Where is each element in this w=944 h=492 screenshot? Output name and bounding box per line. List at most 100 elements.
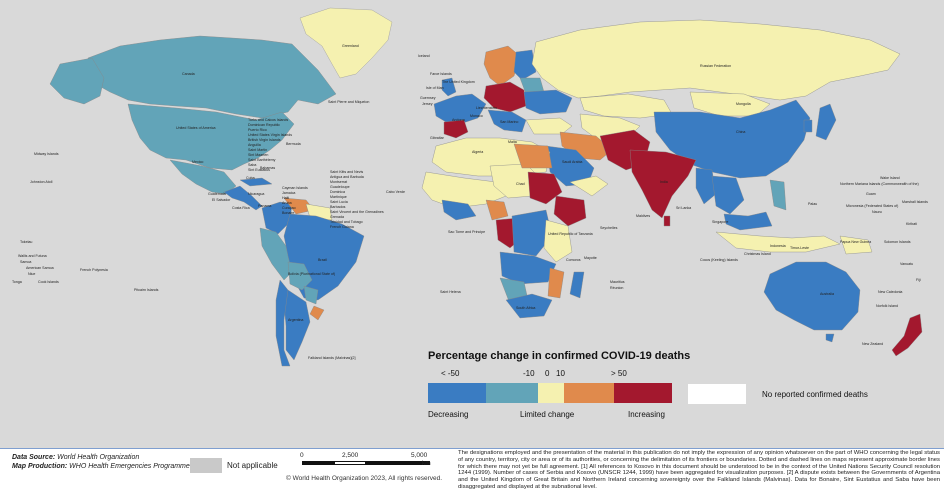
region-nigeria	[485, 199, 509, 221]
label-nicaragua: Nicaragua	[248, 192, 265, 196]
label-bolivia: Bolivia (Plurinational State of)	[288, 272, 336, 276]
scale-segment-1	[302, 461, 334, 465]
scale-tick-5000: 5,000	[411, 452, 428, 459]
label-caribbean2-9: Grenada	[330, 215, 344, 219]
label-palau: Palau	[808, 202, 818, 206]
label-seychelles: Seychelles	[600, 226, 618, 230]
region-sri-lanka	[663, 215, 671, 227]
label-cabo-verde: Cabo Verde	[386, 190, 405, 194]
label-panama: Panama	[258, 204, 272, 208]
data-source-label: Data Source:	[12, 454, 56, 461]
region-angola-zambia	[499, 251, 557, 285]
legend-tick-neg10: -10	[523, 369, 535, 378]
label-mexico: Mexico	[192, 160, 204, 164]
label-christmas: Christmas Island	[744, 252, 771, 256]
label-andorra: Andorra	[452, 118, 465, 122]
label-caribbean2-0: Saint Kitts and Nevis	[330, 170, 364, 174]
region-guinea-gulf	[441, 199, 477, 221]
label-saudi-arabia: Saudi Arabia	[562, 160, 583, 164]
label-algeria: Algeria	[472, 150, 484, 154]
legend-swatch-decreasing-strong	[428, 383, 486, 403]
region-finland	[513, 49, 537, 81]
label-new-caledonia: New Caledonia	[878, 290, 903, 294]
label-cook-islands: Cook Islands	[38, 280, 59, 284]
label-guernsey: Guernsey	[420, 96, 436, 100]
label-south-africa: South Africa	[516, 306, 536, 310]
region-india	[629, 149, 697, 219]
label-caribbean-6: Saint Martin	[248, 148, 268, 152]
label-kiribati: Kiribati	[906, 222, 917, 226]
label-caribbean3-0: Cayman Islands	[282, 186, 308, 190]
label-pitcairn: Pitcairn Islands	[134, 288, 159, 292]
region-russia	[531, 19, 901, 101]
scale-bar: 0 2,500 5,000 km	[300, 452, 440, 482]
region-australia	[763, 261, 861, 331]
label-india: India	[660, 180, 668, 184]
label-indonesia: Indonesia	[770, 244, 786, 248]
label-group-caribbean-east: Saint Kitts and Nevis Antigua and Barbud…	[330, 170, 384, 230]
not-applicable-swatch	[190, 458, 222, 473]
scale-tick-2500: 2,500	[342, 452, 359, 459]
legend-swatch-no-data	[688, 384, 746, 404]
label-midway: Midway Islands	[34, 152, 59, 156]
region-bolivia	[287, 261, 313, 291]
label-group-caribbean-west: Cayman Islands Jamaica Haiti Aruba Curaç…	[282, 186, 308, 216]
region-yemen-oman	[569, 175, 609, 197]
scale-unit: km	[422, 460, 431, 467]
legend-swatch-increasing-strong	[614, 383, 672, 403]
legend-tick-gt-50: > 50	[611, 369, 627, 378]
scale-segment-3	[366, 461, 430, 465]
label-monaco: Monaco	[470, 114, 483, 118]
label-caribbean2-3: Guadeloupe	[330, 185, 350, 189]
label-mauritius: Mauritius	[610, 280, 625, 284]
legend-category-increasing: Increasing	[628, 410, 665, 419]
label-argentina: Argentina	[288, 318, 304, 322]
label-russia: Russian Federation	[700, 64, 732, 68]
label-caribbean2-4: Dominica	[330, 190, 345, 194]
label-chad: Chad	[516, 182, 525, 186]
label-caribbean2-6: Saint Lucia	[330, 200, 348, 204]
scale-tick-0: 0	[300, 452, 304, 459]
label-caribbean2-1: Antigua and Barbuda	[330, 175, 364, 179]
label-solomon: Solomon Islands	[884, 240, 911, 244]
label-marshall: Marshall Islands	[902, 200, 928, 204]
label-guatemala: Guatemala	[208, 192, 226, 196]
label-caribbean2-7: Barbados	[330, 205, 346, 209]
region-west-africa	[421, 171, 507, 209]
label-caribbean2-11: French Guiana	[330, 225, 354, 229]
region-europe-west	[433, 93, 487, 125]
label-sao-tome: Sao Tome and Principe	[448, 230, 486, 234]
label-wallis: Wallis and Futuna	[18, 254, 47, 258]
label-caribbean-2: Puerto Rico	[248, 128, 267, 132]
label-caribbean-8: Saint Barthélemy	[248, 158, 276, 162]
label-caribbean-7: Sint Maarten	[248, 153, 269, 157]
copyright: © World Health Organization 2023, All ri…	[286, 475, 443, 482]
label-caribbean2-5: Martinique	[330, 195, 347, 199]
region-ethiopia-somalia	[553, 195, 587, 227]
region-uruguay	[309, 305, 325, 321]
region-spain	[443, 119, 469, 139]
label-el-salvador: El Salvador	[212, 198, 231, 202]
region-usa	[127, 103, 295, 171]
label-iceland: Iceland	[418, 54, 430, 58]
region-mexico	[169, 159, 237, 195]
label-johnston: Johnston Atoll	[30, 180, 53, 184]
label-maldives: Maldives	[636, 214, 651, 218]
label-liechtenstein: Liechtenstein	[476, 106, 498, 110]
region-japan	[815, 103, 837, 141]
world-map: Greenland Iceland Russian Federation Can…	[0, 0, 944, 448]
legend-category-decreasing: Decreasing	[428, 410, 469, 419]
label-san-marino: San Marino	[500, 120, 519, 124]
footer-credits: Data Source: World Health Organization M…	[12, 453, 190, 471]
label-cocos: Cocos (Keeling) Islands	[700, 258, 738, 262]
map-production-label: Map Production:	[12, 463, 68, 470]
label-caribbean3-2: Haiti	[282, 196, 290, 200]
label-vanuatu: Vanuatu	[900, 262, 914, 266]
label-french-polynesia: French Polynesia	[80, 268, 108, 272]
label-saint-pierre: Saint Pierre and Miquelon	[328, 100, 370, 104]
label-reunion: Réunion	[610, 286, 624, 290]
legend-swatch-decreasing	[486, 383, 538, 403]
label-usa: United States of America	[176, 126, 216, 130]
legend-tick-10: 10	[556, 369, 565, 378]
label-caribbean-5: Anguilla	[248, 143, 261, 147]
